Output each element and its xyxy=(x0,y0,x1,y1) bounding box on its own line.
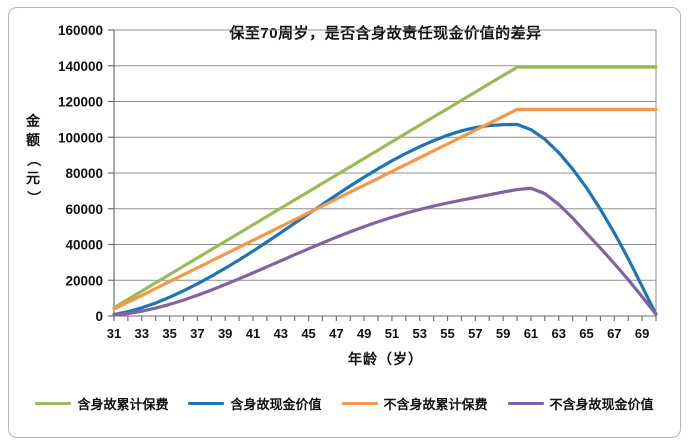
x-tick-label: 61 xyxy=(524,326,538,341)
x-tick-label: 53 xyxy=(413,326,427,341)
y-axis-title-char: 元 xyxy=(26,170,40,186)
x-tick-label: 49 xyxy=(357,326,371,341)
series-line-3 xyxy=(112,186,658,317)
x-tick-label: 41 xyxy=(246,326,260,341)
legend-swatch xyxy=(35,402,72,405)
y-axis-title-char: 金 xyxy=(26,113,40,129)
y-tick-label: 20000 xyxy=(65,273,103,288)
legend: 含身故累计保费 含身故现金价值 不含身故累计保费 不含身故现金价值 xyxy=(14,394,675,413)
x-tick-label: 69 xyxy=(635,326,649,341)
y-tick-label: 160000 xyxy=(58,23,103,38)
x-tick-label: 39 xyxy=(218,326,232,341)
x-tick-label: 57 xyxy=(468,326,482,341)
legend-item-0: 含身故累计保费 xyxy=(35,394,168,413)
x-tick-label: 59 xyxy=(496,326,510,341)
x-tick-label: 45 xyxy=(301,326,315,341)
y-axis-title: 金额（元） xyxy=(24,112,42,207)
legend-item-2: 不含身故累计保费 xyxy=(341,394,488,413)
y-axis-title-char: 额 xyxy=(26,132,40,148)
x-tick-label: 63 xyxy=(551,326,565,341)
series-line-0 xyxy=(112,65,658,310)
legend-item-1: 含身故现金价值 xyxy=(188,394,322,413)
x-tick-label: 51 xyxy=(385,326,399,341)
x-axis-title: 年龄（岁） xyxy=(348,351,423,367)
x-tick-label: 33 xyxy=(135,326,149,341)
x-tick-label: 37 xyxy=(190,326,204,341)
y-tick-label: 100000 xyxy=(58,130,103,145)
x-tick-label: 31 xyxy=(107,326,121,341)
x-tick-label: 67 xyxy=(607,326,621,341)
y-tick-label: 80000 xyxy=(65,166,103,181)
y-tick-label: 40000 xyxy=(65,238,103,253)
legend-swatch xyxy=(341,402,378,405)
legend-swatch xyxy=(507,402,544,405)
legend-label: 含身故现金价值 xyxy=(230,397,322,412)
y-tick-label: 140000 xyxy=(58,59,103,74)
y-tick-label: 0 xyxy=(95,309,103,324)
x-tick-label: 47 xyxy=(329,326,343,341)
series-line-1 xyxy=(112,122,658,317)
legend-item-3: 不含身故现金价值 xyxy=(507,394,654,413)
series-line-2 xyxy=(112,107,658,311)
chart-title: 保至70周岁，是否含身故责任现金价值的差异 xyxy=(229,25,542,42)
legend-label: 不含身故现金价值 xyxy=(549,397,654,412)
x-tick-label: 65 xyxy=(579,326,593,341)
y-tick-label: 120000 xyxy=(58,95,103,110)
chart-frame xyxy=(8,7,681,438)
x-tick-label: 55 xyxy=(440,326,454,341)
legend-label: 含身故累计保费 xyxy=(77,397,169,412)
x-tick-label: 35 xyxy=(162,326,176,341)
legend-swatch xyxy=(188,402,225,405)
y-tick-label: 60000 xyxy=(65,202,103,217)
x-tick-label: 43 xyxy=(274,326,288,341)
legend-label: 不含身故累计保费 xyxy=(383,397,488,412)
